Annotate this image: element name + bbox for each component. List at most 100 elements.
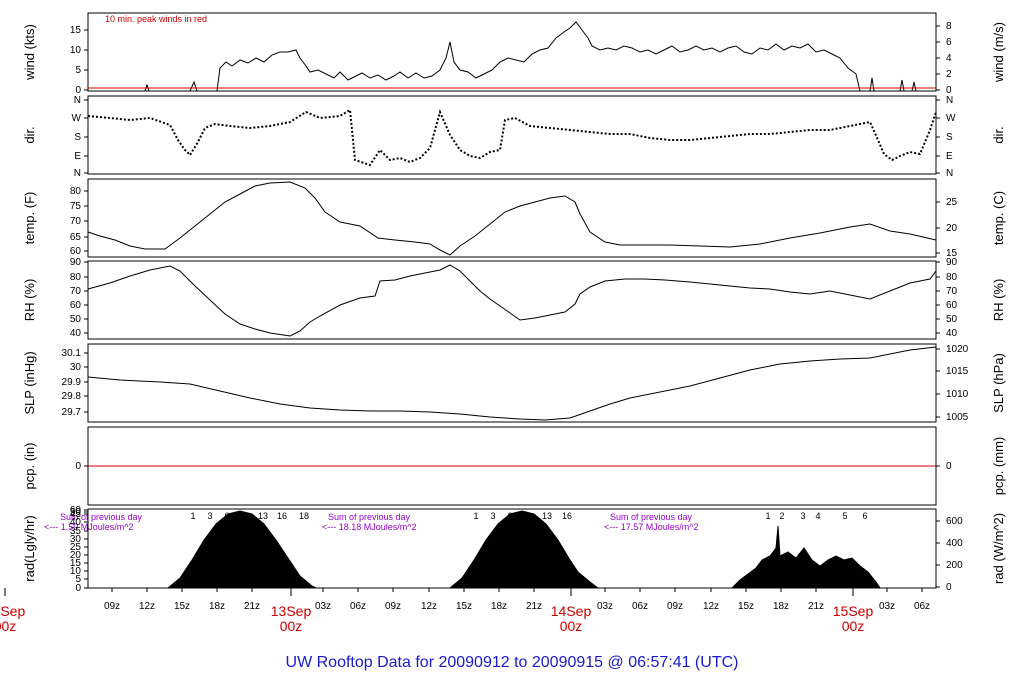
radiation-left-tick-label: 15: [70, 558, 82, 569]
radiation-left-tick-label: 60: [70, 505, 82, 516]
right-axis-ticks: 02468NWSEN152025405060708090100510101015…: [936, 21, 969, 593]
humidity-left-tick-label: 70: [70, 286, 82, 297]
x-day-hour-label: 00z: [0, 618, 16, 634]
sun-hour-day3: 2: [779, 511, 784, 521]
direction-panel: [87, 95, 937, 175]
wind-left-tick-label: 5: [75, 65, 81, 76]
pressure-left-tick-label: 29.8: [62, 391, 82, 402]
sun-hour-day3: 4: [815, 511, 820, 521]
humidity-left-tick-label: 90: [70, 257, 82, 268]
sun-hour-day1: 16: [277, 511, 287, 521]
wind-right-tick-label: 4: [946, 53, 952, 64]
temperature-left-tick-label: 70: [70, 216, 82, 227]
sun-hour-day1: 9: [240, 511, 245, 521]
sun-hour-day3: 5: [842, 511, 847, 521]
wind-panel: 10 min. peak winds in red: [87, 12, 937, 92]
temperature-left-tick-label: 80: [70, 186, 82, 197]
precipitation-left-tick-label: 0: [75, 461, 81, 472]
x-hour-tick-label: 09z: [667, 601, 683, 612]
radiation-left-tick-label: 50: [70, 507, 82, 518]
x-day-label: 15Sep: [833, 603, 874, 619]
precipitation-right-tick-label: 0: [946, 461, 952, 472]
temperature-right-tick-label: 15: [946, 248, 958, 259]
radiation-left-tick-label: 45: [70, 509, 82, 520]
x-hour-tick-label: 06z: [632, 601, 648, 612]
temperature-panel-frame: [87, 178, 937, 258]
radiation-right-tick-label: 0: [946, 582, 952, 593]
pressure-right-tick-label: 1010: [946, 389, 969, 400]
radiation-left-tick-label: 5: [75, 574, 81, 585]
temperature-left-tick-label: 75: [70, 201, 82, 212]
direction-right-tick-label: W: [946, 113, 956, 124]
humidity-right-tick-label: 70: [946, 286, 958, 297]
humidity-right-tick-label: 50: [946, 314, 958, 325]
humidity-left-tick-label: 50: [70, 314, 82, 325]
radiation-note-3-line1: Sum of previous day: [610, 512, 693, 522]
direction-right-tick-label: E: [946, 151, 953, 162]
precipitation-ylabel-right: pcp. (mm): [991, 437, 1006, 496]
radiation-ylabel: rad(Lgly/hr): [22, 515, 37, 581]
direction-left-tick-label: E: [74, 151, 81, 162]
sun-hour-day1: 1: [190, 511, 195, 521]
x-hour-tick-label: 06z: [350, 601, 366, 612]
radiation-note-1-line1: Sum of previous day: [60, 512, 143, 522]
radiation-right-tick-label: 200: [946, 560, 963, 571]
radiation-left-tick-label: 10: [70, 566, 82, 577]
radiation-panel: Sum of previous day <--- 1.59 MJoules/m^…: [44, 508, 937, 589]
radiation-left-tick-label: 20: [70, 550, 82, 561]
humidity-left-tick-label: 60: [70, 300, 82, 311]
direction-right-tick-label: S: [946, 132, 953, 143]
direction-left-tick-label: N: [74, 95, 81, 106]
sun-hour-day1: 18: [299, 511, 309, 521]
pressure-ylabel-right: SLP (hPa): [991, 353, 1006, 413]
figure-title: UW Rooftop Data for 20090912 to 20090915…: [286, 654, 739, 671]
radiation-left-tick-label: 30: [70, 534, 82, 545]
humidity-left-tick-label: 40: [70, 328, 82, 339]
direction-right-tick-label: N: [946, 95, 953, 106]
pressure-right-tick-label: 1015: [946, 366, 969, 377]
sun-hour-labels: 1 3 6 9 13 16 18 1 3 6 9 13 16 1 2 3 4 5 6: [190, 511, 867, 521]
x-hour-tick-label: 03z: [597, 601, 613, 612]
wind-series-line: [88, 21, 936, 92]
temperature-left-tick-label: 65: [70, 232, 82, 243]
x-hour-tick-label: 12z: [139, 601, 155, 612]
temperature-right-tick-label: 20: [946, 223, 958, 234]
radiation-right-tick-label: 400: [946, 538, 963, 549]
pressure-right-tick-label: 1005: [946, 412, 969, 423]
wind-ylabel-right: wind (m/s): [991, 22, 1006, 83]
x-axis: 09z 12z 15z 18z 21z 03z 06z 09z 12z 15z 18z 21z 03z 0…: [0, 588, 930, 634]
pressure-left-tick-label: 30.1: [62, 348, 82, 359]
pressure-panel: [87, 343, 937, 423]
wind-right-tick-label: 2: [946, 69, 952, 80]
direction-panel-frame: [87, 95, 937, 175]
temperature-ylabel-right: temp. (C): [991, 191, 1006, 245]
radiation-note-2-line2: <--- 18.18 MJoules/m^2: [322, 522, 417, 532]
pressure-left-tick-label: 29.9: [62, 377, 82, 388]
radiation-left-tick-label: 35: [70, 526, 82, 537]
humidity-right-tick-label: 90: [946, 257, 958, 268]
x-hour-tick-label: 18z: [209, 601, 225, 612]
radiation-day1-area: [166, 510, 317, 589]
radiation-left-tick-label: 40: [70, 517, 82, 528]
temperature-series-line: [87, 181, 937, 256]
x-hour-tick-label: 12z: [703, 601, 719, 612]
wind-left-tick-label: 15: [70, 25, 82, 36]
sun-hour-day2: 13: [542, 511, 552, 521]
humidity-left-tick-label: 80: [70, 272, 82, 283]
precipitation-panel: [87, 426, 937, 506]
direction-series: [87, 108, 937, 167]
direction-ylabel: dir.: [22, 126, 37, 143]
humidity-right-tick-label: 40: [946, 328, 958, 339]
radiation-left-tick-label: 0: [75, 583, 81, 594]
humidity-panel: [87, 260, 937, 340]
left-axis-ticks: 051015NWSEN606570758040506070809029.729.…: [62, 25, 88, 594]
sun-hour-day2: 9: [524, 511, 529, 521]
wind-right-tick-label: 6: [946, 37, 952, 48]
radiation-note-1-line2: <--- 1.59 MJoules/m^2: [44, 522, 134, 532]
direction-ylabel-right: dir.: [991, 126, 1006, 143]
sun-hour-day2: 1: [473, 511, 478, 521]
wind-right-tick-label: 0: [946, 85, 952, 96]
radiation-right-tick-label: 600: [946, 516, 963, 527]
radiation-ylabel-right: rad (W/m^2): [991, 513, 1006, 584]
